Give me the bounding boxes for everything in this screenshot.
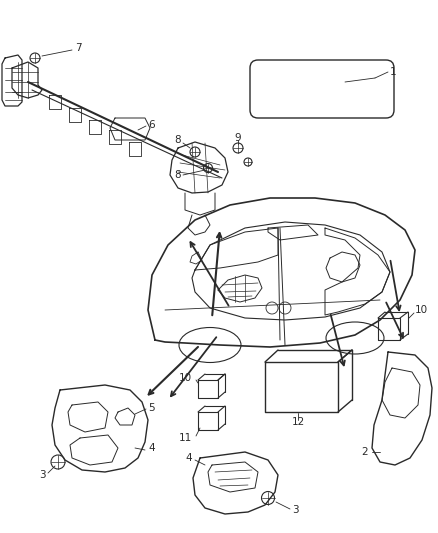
Text: 5: 5 — [148, 403, 155, 413]
Text: 3: 3 — [292, 505, 299, 515]
Text: 8: 8 — [175, 135, 181, 145]
Text: 4: 4 — [148, 443, 155, 453]
Text: 8: 8 — [175, 170, 181, 180]
Text: 3: 3 — [39, 470, 45, 480]
Text: 6: 6 — [148, 120, 155, 130]
Text: 11: 11 — [179, 433, 192, 443]
Text: 2: 2 — [361, 447, 368, 457]
Text: 4: 4 — [185, 453, 192, 463]
Text: 10: 10 — [415, 305, 428, 315]
Text: 9: 9 — [235, 133, 241, 143]
Text: 7: 7 — [75, 43, 81, 53]
Text: 12: 12 — [291, 417, 304, 427]
Text: 1: 1 — [390, 67, 397, 77]
Text: 10: 10 — [179, 373, 192, 383]
